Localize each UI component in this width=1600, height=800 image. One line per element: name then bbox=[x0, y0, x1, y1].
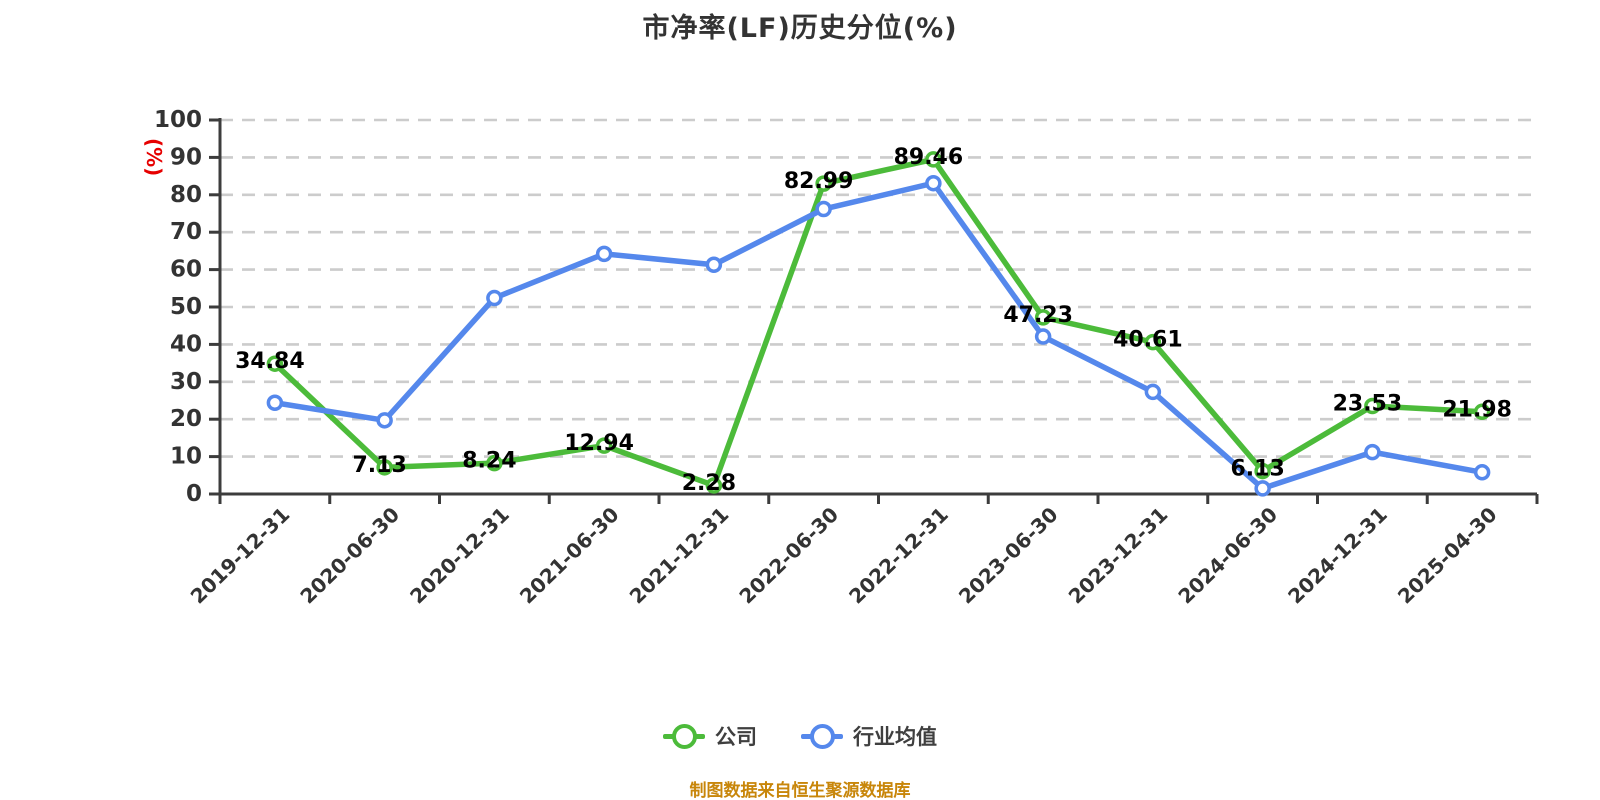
y-axis-tick-label: 10 bbox=[170, 444, 202, 470]
data-point-marker[interactable] bbox=[925, 151, 942, 168]
series-line-industry-average bbox=[272, 180, 1485, 492]
y-axis-tick-label: 20 bbox=[170, 406, 202, 432]
x-axis-tick-label: 2020-12-31 bbox=[405, 502, 514, 608]
data-point-marker[interactable] bbox=[1034, 309, 1052, 326]
y-axis-tick-label: 60 bbox=[170, 257, 202, 283]
data-point-marker[interactable] bbox=[925, 174, 942, 192]
data-point-marker[interactable] bbox=[1473, 464, 1491, 481]
data-point-marker[interactable] bbox=[705, 477, 723, 494]
legend-label-industry-average: 行业均值 bbox=[853, 725, 937, 749]
data-point-marker[interactable] bbox=[595, 437, 613, 454]
data-point-marker[interactable] bbox=[266, 394, 284, 411]
data-point-marker[interactable] bbox=[815, 175, 832, 192]
data-value-label: 8.24 bbox=[462, 449, 516, 474]
x-axis-tick-label: 2025-04-30 bbox=[1393, 502, 1502, 608]
x-axis-tick-label: 2024-12-31 bbox=[1283, 502, 1392, 608]
y-axis-tick-label: 90 bbox=[170, 144, 202, 170]
data-value-label: 12.94 bbox=[564, 431, 634, 456]
data-point-marker[interactable] bbox=[1473, 403, 1491, 421]
data-source-note: 制图数据来自恒生聚源数据库 bbox=[689, 781, 911, 800]
y-axis-tick-label: 30 bbox=[170, 369, 202, 395]
company-series-marker-icon bbox=[663, 723, 705, 749]
data-point-marker[interactable] bbox=[1254, 462, 1271, 480]
data-point-marker[interactable] bbox=[1144, 383, 1162, 401]
data-point-marker[interactable] bbox=[376, 412, 393, 429]
x-axis-tick-label: 2022-06-30 bbox=[734, 502, 843, 608]
data-value-label: 89.46 bbox=[894, 145, 964, 170]
data-value-label: 34.84 bbox=[235, 349, 305, 374]
data-value-label: 47.23 bbox=[1003, 303, 1073, 328]
legend-item-industry-average[interactable]: 行业均值 bbox=[801, 721, 937, 751]
x-axis-tick-label: 2023-12-31 bbox=[1064, 502, 1173, 608]
y-axis-tick-label: 40 bbox=[170, 331, 202, 357]
legend-label-company: 公司 bbox=[715, 725, 757, 749]
chart-title: 市净率(LF)历史分位(%) bbox=[642, 13, 958, 44]
data-point-marker[interactable] bbox=[486, 289, 503, 307]
y-axis-tick-label: 100 bbox=[154, 107, 202, 133]
y-axis-tick-label: 80 bbox=[170, 182, 202, 208]
y-axis-tick-label: 50 bbox=[170, 294, 202, 320]
data-value-label: 21.98 bbox=[1442, 397, 1512, 422]
series-line-company bbox=[272, 156, 1485, 489]
x-axis-tick-label: 2023-06-30 bbox=[954, 502, 1063, 608]
data-point-marker[interactable] bbox=[705, 256, 723, 273]
data-point-marker[interactable] bbox=[1364, 443, 1381, 461]
data-point-marker[interactable] bbox=[1034, 328, 1052, 345]
chart-legend: 公司 行业均值 bbox=[0, 716, 1600, 756]
industry-series-marker-icon bbox=[801, 723, 843, 749]
x-axis-tick-label: 2021-06-30 bbox=[515, 502, 624, 608]
x-axis-tick-label: 2022-12-31 bbox=[844, 502, 953, 608]
x-axis-tick-label: 2019-12-31 bbox=[186, 502, 295, 608]
data-point-marker[interactable] bbox=[1144, 333, 1162, 351]
data-value-label: 6.13 bbox=[1230, 457, 1284, 482]
data-point-marker[interactable] bbox=[266, 355, 284, 372]
data-value-label: 7.13 bbox=[352, 453, 406, 478]
y-axis-tick-label: 0 bbox=[186, 481, 202, 507]
data-point-marker[interactable] bbox=[815, 200, 832, 218]
data-value-label: 23.53 bbox=[1333, 391, 1403, 416]
data-point-marker[interactable] bbox=[1364, 397, 1381, 415]
legend-item-company[interactable]: 公司 bbox=[663, 721, 757, 751]
data-point-marker[interactable] bbox=[595, 245, 613, 263]
data-value-label: 82.99 bbox=[784, 169, 854, 194]
data-point-marker[interactable] bbox=[376, 459, 393, 476]
x-axis-tick-label: 2020-06-30 bbox=[295, 502, 404, 608]
data-point-marker[interactable] bbox=[486, 454, 503, 472]
data-value-label: 40.61 bbox=[1113, 328, 1183, 353]
y-axis-tick-label: 70 bbox=[170, 219, 202, 245]
data-point-marker[interactable] bbox=[1254, 480, 1271, 497]
x-axis-tick-label: 2021-12-31 bbox=[625, 502, 734, 608]
x-axis-tick-label: 2024-06-30 bbox=[1173, 502, 1282, 608]
data-value-label: 2.28 bbox=[682, 471, 736, 496]
